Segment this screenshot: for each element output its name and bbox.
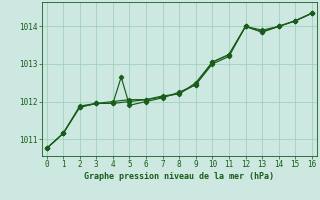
X-axis label: Graphe pression niveau de la mer (hPa): Graphe pression niveau de la mer (hPa)	[84, 172, 274, 181]
